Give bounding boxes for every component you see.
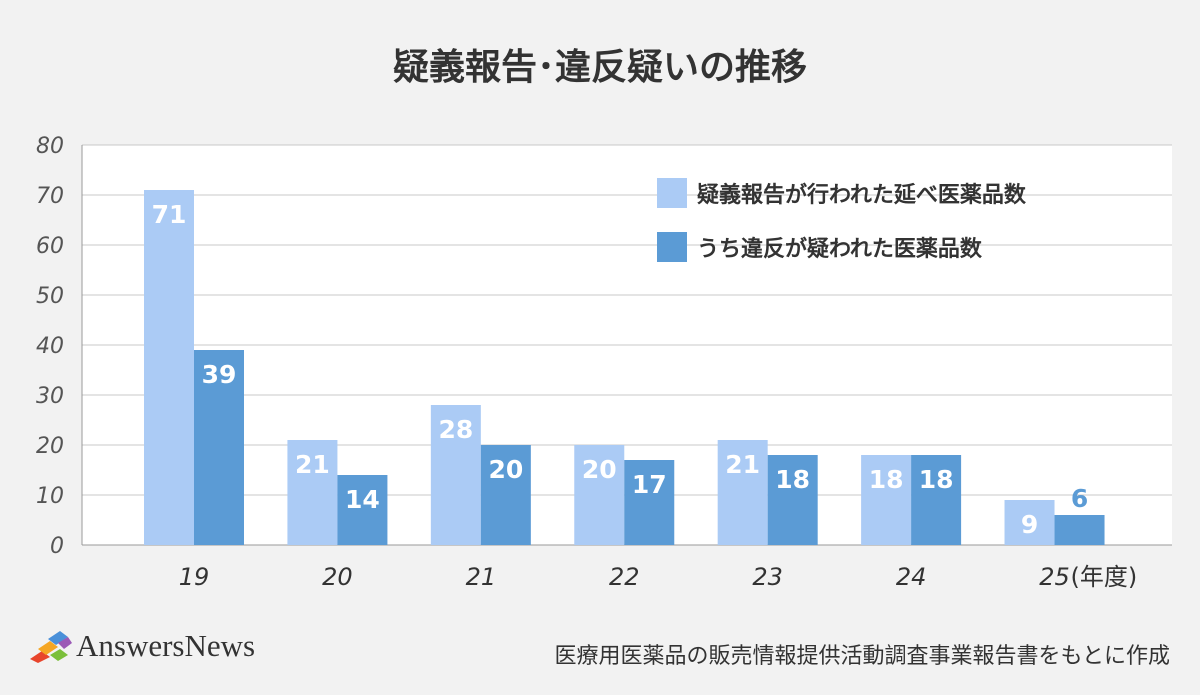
bar	[911, 455, 962, 545]
puzzle-logo-icon	[30, 631, 72, 663]
gridlines	[81, 144, 1172, 546]
chart-title: 疑義報告･違反疑いの推移	[392, 47, 807, 88]
bars	[144, 190, 1105, 545]
bar	[861, 455, 912, 545]
legend-entry: うち違反が疑われた医薬品数	[697, 236, 983, 262]
data-label: 17	[632, 470, 667, 499]
data-label: 18	[919, 465, 954, 494]
data-label: 18	[869, 465, 904, 494]
y-tick-label: 70	[36, 184, 64, 209]
y-tick-label: 10	[36, 484, 64, 509]
bar	[337, 475, 388, 545]
data-label: 21	[295, 450, 330, 479]
y-tick-label: 0	[50, 534, 64, 559]
x-tick-label: 24	[896, 563, 927, 591]
data-label: 21	[725, 450, 760, 479]
data-label: 6	[1071, 484, 1088, 513]
y-tick-label: 50	[36, 284, 64, 309]
x-tick-label: 20	[322, 563, 353, 591]
bar	[144, 190, 194, 545]
data-label: 39	[202, 360, 237, 389]
bar	[430, 405, 481, 545]
legend-swatch	[657, 178, 687, 208]
x-axis-unit: (年度)	[1071, 563, 1138, 591]
data-label: 18	[775, 465, 810, 494]
y-tick-label: 30	[36, 384, 64, 409]
data-label: 28	[438, 415, 473, 444]
data-label: 20	[488, 455, 523, 484]
bar	[287, 440, 338, 545]
data-label: 9	[1021, 510, 1038, 539]
legend-swatch	[657, 232, 687, 262]
bar-chart: 0 10 20 30 40 50 60 70 80 71 39 21 14 28 20 20 17 21 18 18…	[36, 134, 1172, 591]
bar	[1004, 500, 1055, 545]
y-tick-label: 80	[36, 134, 64, 159]
y-tick-label: 20	[36, 434, 64, 459]
bar	[194, 350, 244, 545]
bar	[480, 445, 531, 545]
answersnews-logo: AnswersNews	[28, 628, 255, 664]
logo-text: AnswersNews	[76, 628, 256, 663]
bar	[767, 455, 818, 545]
x-axis-ticks: 19 20 21 22 23 24 25 (年度)	[179, 563, 1138, 591]
x-tick-label: 23	[752, 563, 783, 591]
x-tick-label: 25	[1039, 563, 1070, 591]
source-note: 医療用医薬品の販売情報提供活動調査事業報告書をもとに作成	[554, 644, 1170, 669]
data-label: 71	[152, 200, 187, 229]
bar	[1054, 515, 1105, 545]
legend-entry: 疑義報告が行われた延べ医薬品数	[697, 182, 1027, 208]
y-axis-ticks: 0 10 20 30 40 50 60 70 80	[36, 134, 64, 559]
y-tick-label: 40	[36, 334, 64, 359]
data-label: 14	[345, 485, 380, 514]
data-labels: 71 39 21 14 28 20 20 17 21 18 18 18 9 6	[152, 200, 1089, 539]
x-tick-label: 21	[466, 563, 497, 591]
y-tick-label: 60	[36, 234, 64, 259]
data-label: 20	[582, 455, 617, 484]
x-tick-label: 22	[609, 563, 640, 591]
bar	[717, 440, 768, 545]
bar	[574, 445, 625, 545]
bar	[624, 460, 675, 545]
x-tick-label: 19	[179, 563, 210, 591]
